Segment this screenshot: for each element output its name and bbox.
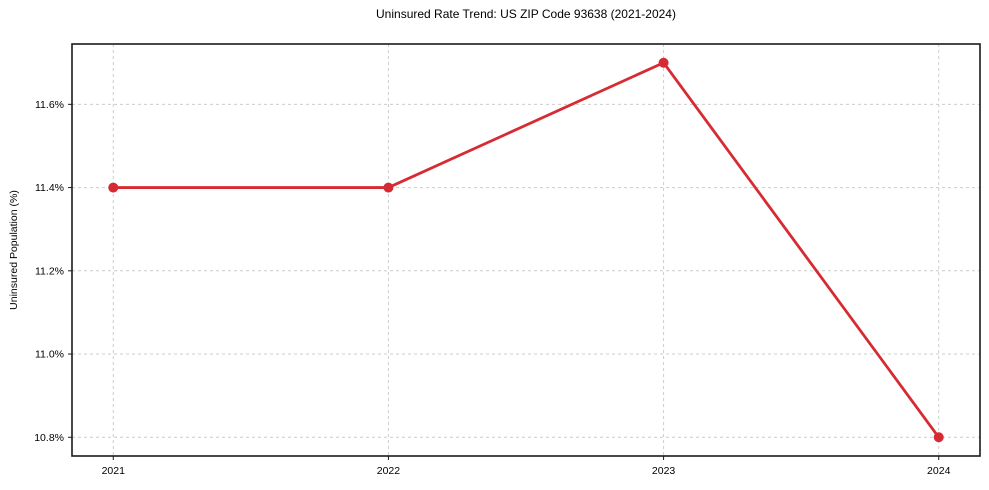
y-tick-label: 10.8% (34, 432, 64, 444)
y-tick-label: 11.4% (35, 182, 64, 194)
y-tick-label: 11.2% (35, 265, 64, 277)
x-tick-label: 2023 (652, 465, 676, 477)
data-point (658, 57, 669, 68)
x-tick-label: 2021 (102, 465, 126, 477)
trend-line (111, 61, 941, 439)
chart-title: Uninsured Rate Trend: US ZIP Code 93638 … (376, 7, 676, 21)
data-point (383, 182, 394, 193)
data-point (108, 182, 119, 193)
y-tick-label: 11.0% (35, 349, 64, 361)
y-tick-label: 11.6% (35, 99, 64, 111)
plot-border (71, 43, 981, 457)
x-tick-label: 2024 (927, 465, 951, 477)
data-point (933, 432, 944, 443)
x-tick-label: 2022 (377, 465, 401, 477)
